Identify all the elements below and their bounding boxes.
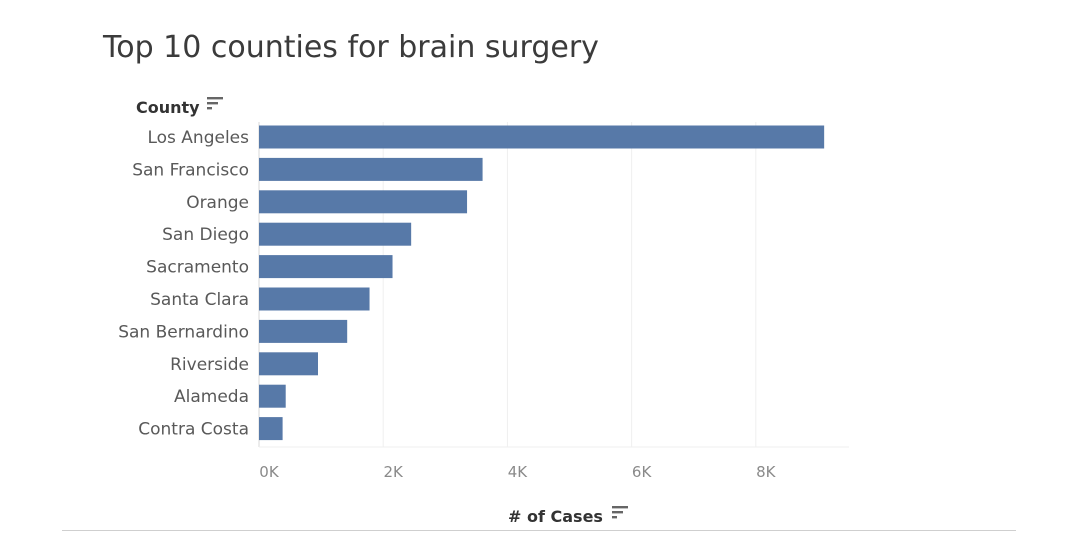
category-label: Alameda bbox=[174, 387, 249, 407]
bar[interactable] bbox=[259, 157, 483, 181]
x-tick-labels: 0K 2K 4K 6K 8K bbox=[259, 463, 776, 481]
bar[interactable] bbox=[259, 384, 286, 408]
category-label: Orange bbox=[186, 193, 249, 213]
bar[interactable] bbox=[259, 417, 283, 441]
category-label: San Diego bbox=[162, 225, 249, 245]
bar[interactable] bbox=[259, 287, 370, 311]
category-label: Contra Costa bbox=[138, 420, 249, 440]
x-tick-label: 2K bbox=[384, 463, 405, 481]
category-label: Los Angeles bbox=[147, 128, 249, 148]
y-axis-title[interactable]: County bbox=[136, 98, 200, 117]
bar[interactable] bbox=[259, 190, 468, 214]
x-tick-label: 6K bbox=[632, 463, 653, 481]
bar[interactable] bbox=[259, 352, 318, 376]
x-axis-title[interactable]: # of Cases bbox=[508, 507, 603, 526]
y-sort-icon[interactable] bbox=[207, 97, 223, 110]
category-label: Riverside bbox=[170, 355, 249, 375]
bar[interactable] bbox=[259, 255, 393, 279]
x-tick-label: 4K bbox=[508, 463, 529, 481]
divider bbox=[62, 530, 1016, 531]
bars bbox=[259, 125, 825, 441]
bar[interactable] bbox=[259, 222, 412, 246]
chart-title: Top 10 counties for brain surgery bbox=[103, 30, 599, 65]
bar[interactable] bbox=[259, 125, 825, 149]
bar[interactable] bbox=[259, 319, 348, 343]
x-tick-label: 8K bbox=[756, 463, 777, 481]
x-tick-label: 0K bbox=[259, 463, 280, 481]
category-labels: Los Angeles San Francisco Orange San Diego S… bbox=[118, 128, 249, 440]
category-label: Sacramento bbox=[146, 258, 249, 278]
x-sort-icon[interactable] bbox=[612, 506, 628, 519]
category-label: San Bernardino bbox=[118, 322, 249, 342]
category-label: San Francisco bbox=[132, 160, 249, 180]
category-label: Santa Clara bbox=[150, 290, 249, 310]
